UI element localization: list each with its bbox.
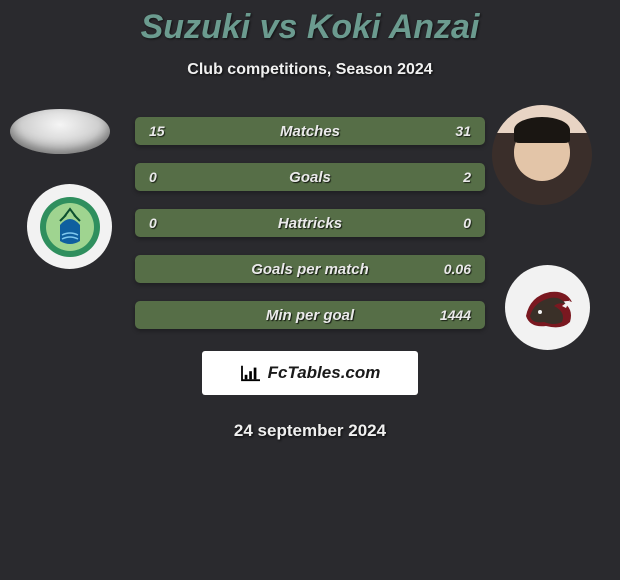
comparison-panel: 15 Matches 31 0 Goals 2 0 Hattricks 0 Go… [0,117,620,441]
brand-badge: FcTables.com [202,351,418,395]
stat-label: Min per goal [135,307,485,324]
stat-label: Goals per match [135,261,485,278]
stat-p2-value: 1444 [440,307,471,323]
date-text: 24 september 2024 [0,421,620,441]
stat-p1-value: 15 [149,123,165,139]
page-title: Suzuki vs Koki Anzai [0,0,620,47]
chart-icon [240,364,262,382]
stat-p1-value: 0 [149,215,157,231]
player2-club-badge [505,265,590,350]
brand-text: FcTables.com [268,363,381,383]
club-badge-icon [38,195,102,259]
player1-club-badge [27,184,112,269]
subtitle: Club competitions, Season 2024 [0,61,620,79]
stat-label: Matches [135,123,485,140]
stats-bars: 15 Matches 31 0 Goals 2 0 Hattricks 0 Go… [135,117,485,329]
stat-p2-value: 0.06 [444,261,471,277]
player1-avatar [10,109,110,154]
stat-row: Goals per match 0.06 [135,255,485,283]
stat-p2-value: 31 [455,123,471,139]
stat-label: Goals [135,169,485,186]
club-badge-icon [516,276,580,340]
stat-p1-value: 0 [149,169,157,185]
stat-row: 15 Matches 31 [135,117,485,145]
stat-row: Min per goal 1444 [135,301,485,329]
stat-p2-value: 2 [463,169,471,185]
stat-row: 0 Hattricks 0 [135,209,485,237]
player2-avatar [492,105,592,205]
stat-p2-value: 0 [463,215,471,231]
stat-row: 0 Goals 2 [135,163,485,191]
stat-label: Hattricks [135,215,485,232]
